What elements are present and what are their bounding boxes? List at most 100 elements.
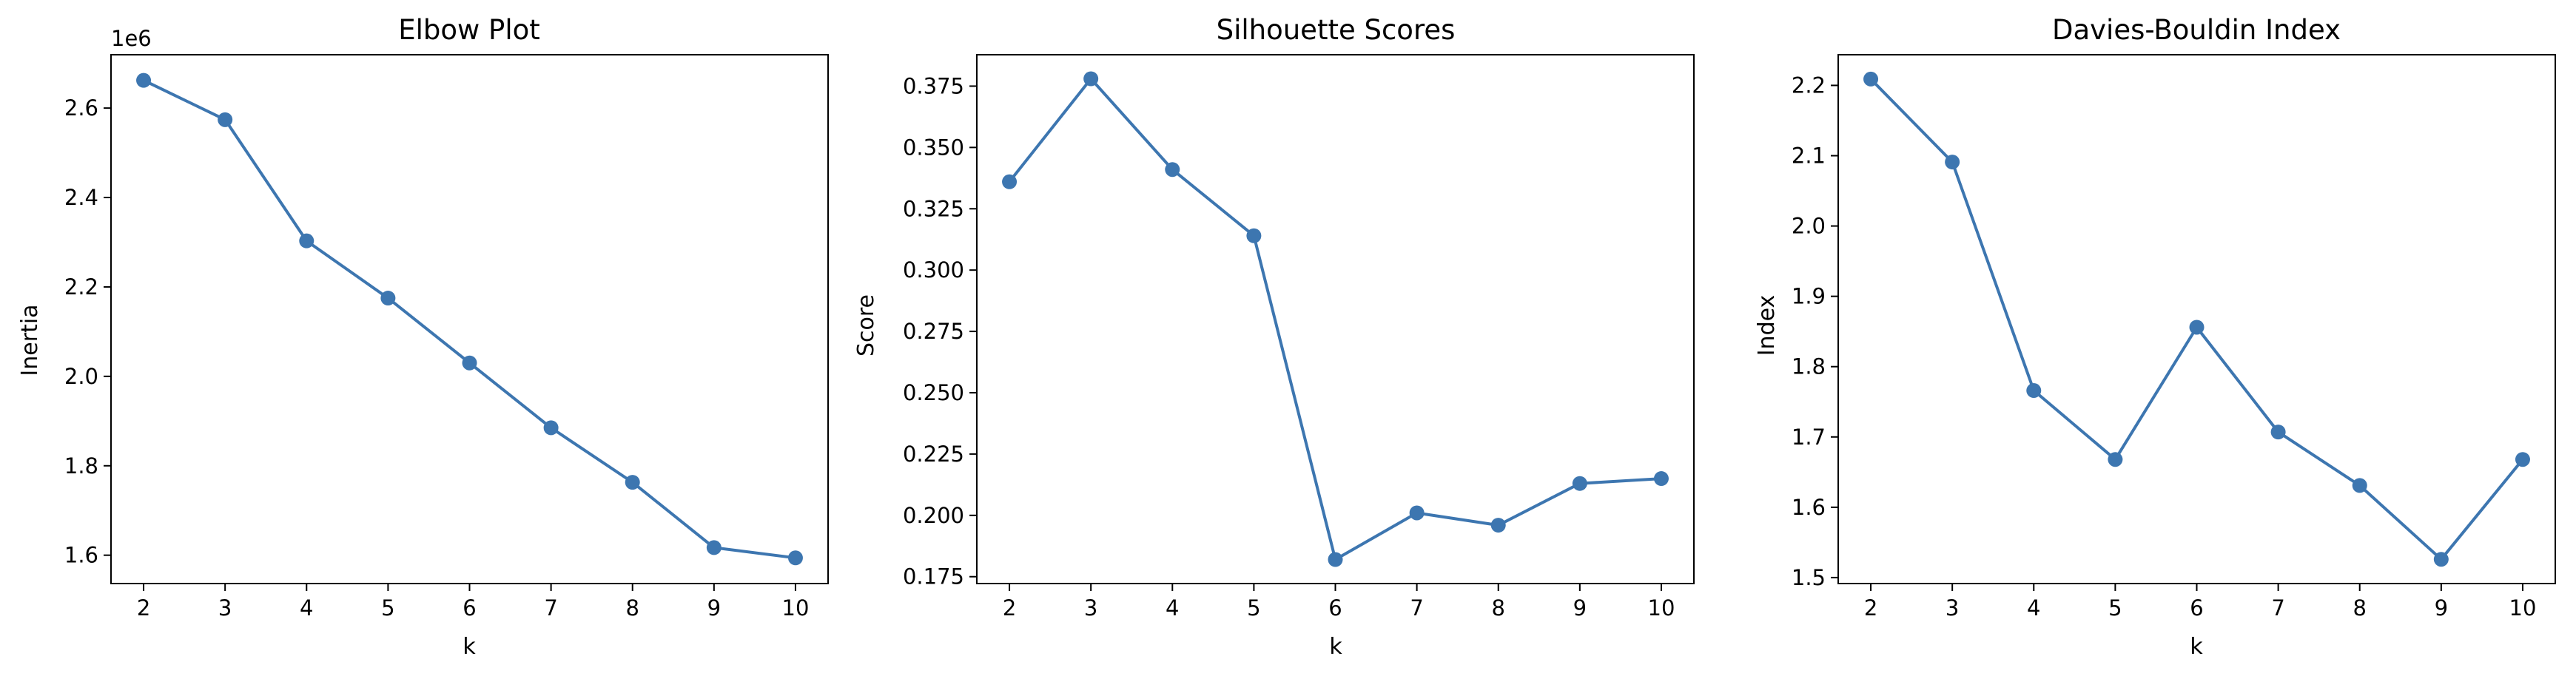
x-tick-label: 7 [544, 595, 557, 621]
y-tick-label: 0.250 [903, 380, 964, 405]
x-tick-label: 3 [218, 595, 232, 621]
y-tick-label: 0.175 [903, 564, 964, 589]
series-line [1869, 78, 2524, 561]
data-point [1083, 71, 1099, 87]
x-tick-label: 2 [137, 595, 150, 621]
y-tick-label: 0.375 [903, 73, 964, 98]
data-point [1246, 228, 1262, 243]
series-line [1008, 77, 1662, 561]
data-point [2433, 552, 2449, 567]
x-tick-label: 9 [1573, 595, 1587, 621]
series [1863, 71, 2530, 567]
data-point [2108, 452, 2123, 467]
data-point [1653, 471, 1669, 487]
data-point [2352, 478, 2367, 493]
x-tick-label: 4 [2027, 595, 2040, 621]
elbow-plot-panel: Elbow Plot 1e6 Inertia k 2 3 4 5 6 7 8 9 10 1.61… [17, 14, 829, 660]
y-tick-label: 0.275 [903, 319, 964, 344]
data-point [380, 291, 396, 306]
data-point [543, 420, 559, 436]
x-tick-label: 8 [2353, 595, 2367, 621]
data-point [462, 355, 477, 371]
data-point [299, 233, 315, 249]
x-tick-label: 6 [1328, 595, 1342, 621]
x-ticks: 2 3 4 5 6 7 8 9 10 [1003, 584, 1675, 621]
data-point [1945, 155, 1960, 170]
series-line [143, 78, 796, 560]
y-ticks: 1.5 1.6 1.7 1.8 1.9 2.0 2.1 2.2 [1792, 72, 1838, 590]
x-tick-label: 10 [2509, 595, 2537, 621]
plot-frame [110, 54, 829, 584]
data-point [1328, 552, 1343, 567]
x-tick-label: 10 [782, 595, 810, 621]
data-point [1863, 71, 1879, 87]
y-tick-label: 1.8 [64, 453, 98, 479]
y-tick-label: 2.2 [1792, 72, 1826, 98]
x-axis-label: k [1329, 634, 1342, 660]
data-point [1165, 162, 1180, 178]
data-point [1490, 518, 1506, 533]
data-point [625, 475, 640, 490]
data-point [1572, 476, 1587, 491]
x-tick-label: 2 [1003, 595, 1016, 621]
chart-title: Elbow Plot [398, 14, 540, 46]
y-tick-label: 2.1 [1792, 143, 1826, 169]
data-point [706, 540, 722, 555]
x-tick-label: 8 [626, 595, 639, 621]
y-tick-label: 1.8 [1792, 354, 1826, 379]
y-tick-label: 0.200 [903, 503, 964, 528]
x-tick-label: 3 [1946, 595, 1959, 621]
x-tick-label: 7 [1410, 595, 1423, 621]
silhouette-scores-panel: Silhouette Scores Score k 2 3 4 5 6 7 8 9 10 0.1… [853, 14, 1695, 660]
x-axis-label: k [2190, 634, 2203, 660]
x-tick-label: 4 [1166, 595, 1179, 621]
data-point [218, 112, 233, 127]
y-tick-label: 1.9 [1792, 284, 1826, 309]
data-point [787, 550, 803, 566]
x-tick-label: 10 [1648, 595, 1675, 621]
x-tick-label: 5 [2108, 595, 2122, 621]
davies-bouldin-index-panel: Davies-Bouldin Index Index k 2 3 4 5 6 7 8 9 10 … [1754, 14, 2556, 660]
x-axis-label: k [463, 634, 476, 660]
x-tick-label: 6 [463, 595, 476, 621]
x-tick-label: 4 [300, 595, 313, 621]
x-tick-label: 6 [2190, 595, 2203, 621]
x-tick-label: 2 [1864, 595, 1877, 621]
y-tick-label: 2.6 [64, 95, 98, 121]
data-point [2515, 452, 2530, 467]
y-ticks: 1.6 1.8 2.0 2.2 2.4 2.6 [64, 95, 111, 568]
data-point [1409, 505, 1425, 521]
y-ticks: 0.175 0.200 0.225 0.250 0.275 0.300 0.325 0.350… [903, 73, 977, 589]
y-tick-label: 0.350 [903, 135, 964, 160]
y-axis-label: Index [1754, 295, 1780, 356]
y-tick-label: 0.325 [903, 196, 964, 221]
data-point [2189, 320, 2205, 335]
data-point [2026, 383, 2042, 399]
y-tick-label: 2.4 [64, 185, 98, 210]
y-offset-label: 1e6 [111, 26, 152, 51]
x-tick-label: 9 [707, 595, 721, 621]
y-tick-label: 2.2 [64, 274, 98, 300]
x-tick-label: 8 [1492, 595, 1505, 621]
y-tick-label: 1.6 [64, 543, 98, 568]
x-ticks: 2 3 4 5 6 7 8 9 10 [137, 584, 810, 621]
y-tick-label: 1.7 [1792, 425, 1826, 450]
series [136, 72, 803, 566]
x-tick-label: 7 [2271, 595, 2284, 621]
x-tick-label: 5 [1247, 595, 1260, 621]
y-tick-label: 2.0 [1792, 214, 1826, 239]
x-ticks: 2 3 4 5 6 7 8 9 10 [1864, 584, 2537, 621]
y-axis-label: Inertia [17, 304, 43, 376]
y-tick-label: 0.300 [903, 257, 964, 283]
x-tick-label: 9 [2435, 595, 2448, 621]
plot-frame [976, 54, 1695, 584]
x-tick-label: 3 [1084, 595, 1097, 621]
data-point [136, 72, 152, 88]
series [1002, 71, 1669, 567]
y-tick-label: 1.6 [1792, 495, 1826, 520]
y-tick-label: 2.0 [64, 364, 98, 389]
chart-title: Silhouette Scores [1217, 14, 1456, 46]
y-tick-label: 1.5 [1792, 565, 1826, 590]
data-point [1002, 174, 1018, 189]
